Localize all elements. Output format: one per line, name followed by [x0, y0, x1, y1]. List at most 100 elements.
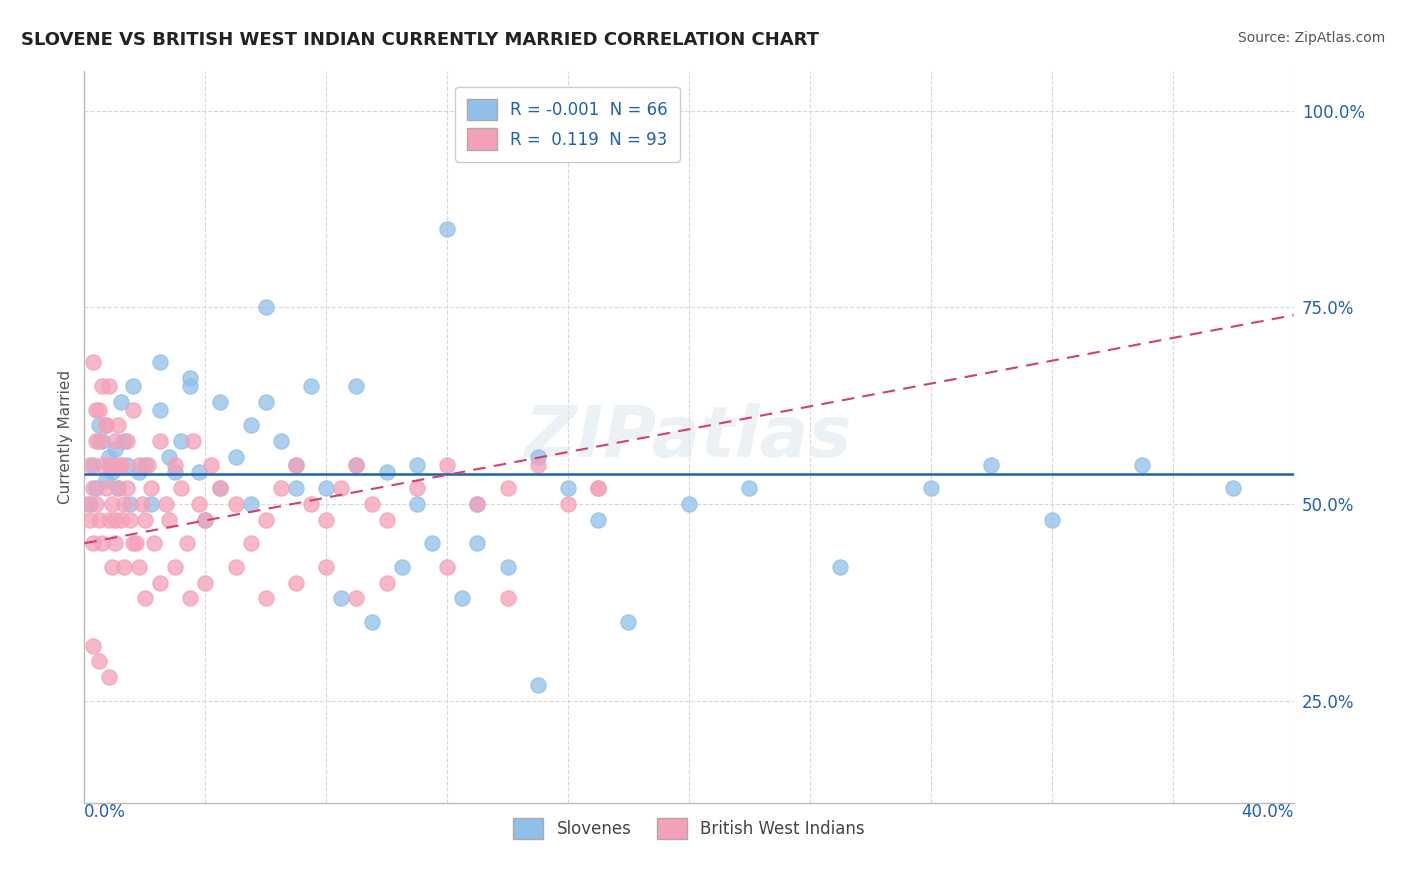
Y-axis label: Currently Married: Currently Married	[58, 370, 73, 504]
Point	[170, 481, 193, 495]
Point	[451, 591, 474, 606]
Point	[830, 559, 852, 574]
Point	[121, 536, 143, 550]
Point	[467, 536, 489, 550]
Point	[285, 458, 308, 472]
Point	[82, 458, 104, 472]
Point	[121, 379, 143, 393]
Point	[97, 458, 120, 472]
Point	[82, 536, 104, 550]
Point	[467, 497, 489, 511]
Point	[330, 591, 353, 606]
Text: 40.0%: 40.0%	[1241, 803, 1294, 821]
Point	[165, 559, 187, 574]
Point	[179, 591, 201, 606]
Point	[97, 513, 120, 527]
Point	[194, 513, 217, 527]
Point	[299, 497, 322, 511]
Point	[406, 481, 429, 495]
Point	[79, 497, 101, 511]
Point	[136, 458, 159, 472]
Point	[89, 434, 111, 448]
Point	[100, 497, 122, 511]
Point	[496, 481, 519, 495]
Point	[406, 458, 429, 472]
Point	[527, 678, 550, 692]
Point	[100, 559, 122, 574]
Point	[82, 355, 104, 369]
Point	[97, 450, 120, 464]
Point	[149, 355, 172, 369]
Point	[254, 394, 277, 409]
Point	[375, 575, 398, 590]
Point	[86, 497, 108, 511]
Point	[270, 481, 292, 495]
Point	[225, 559, 247, 574]
Point	[315, 513, 337, 527]
Point	[131, 497, 153, 511]
Point	[360, 497, 382, 511]
Point	[194, 575, 217, 590]
Point	[209, 481, 232, 495]
Point	[254, 591, 277, 606]
Point	[194, 513, 217, 527]
Point	[110, 458, 132, 472]
Point	[107, 481, 129, 495]
Point	[94, 473, 117, 487]
Point	[375, 466, 398, 480]
Point	[557, 497, 579, 511]
Point	[315, 559, 337, 574]
Point	[104, 536, 127, 550]
Point	[86, 481, 108, 495]
Point	[1040, 513, 1063, 527]
Point	[89, 654, 111, 668]
Point	[285, 575, 308, 590]
Point	[980, 458, 1002, 472]
Point	[115, 458, 138, 472]
Point	[149, 575, 172, 590]
Point	[165, 458, 187, 472]
Point	[91, 379, 114, 393]
Point	[738, 481, 761, 495]
Point	[330, 481, 353, 495]
Point	[86, 434, 108, 448]
Point	[467, 497, 489, 511]
Point	[588, 481, 610, 495]
Point	[527, 450, 550, 464]
Point	[139, 481, 162, 495]
Point	[89, 513, 111, 527]
Point	[346, 591, 368, 606]
Point	[346, 458, 368, 472]
Point	[420, 536, 443, 550]
Point	[315, 481, 337, 495]
Point	[128, 458, 150, 472]
Point	[157, 450, 180, 464]
Point	[91, 536, 114, 550]
Point	[100, 458, 122, 472]
Point	[82, 481, 104, 495]
Point	[104, 513, 127, 527]
Point	[346, 458, 368, 472]
Point	[89, 402, 111, 417]
Point	[82, 639, 104, 653]
Point	[436, 559, 458, 574]
Point	[91, 434, 114, 448]
Point	[254, 301, 277, 315]
Point	[496, 591, 519, 606]
Point	[527, 458, 550, 472]
Point	[588, 513, 610, 527]
Point	[346, 379, 368, 393]
Point	[142, 536, 165, 550]
Point	[209, 394, 232, 409]
Point	[179, 379, 201, 393]
Point	[285, 481, 308, 495]
Point	[112, 559, 135, 574]
Point	[110, 394, 132, 409]
Point	[118, 497, 141, 511]
Point	[107, 481, 129, 495]
Point	[121, 402, 143, 417]
Point	[112, 434, 135, 448]
Point	[128, 559, 150, 574]
Point	[239, 536, 262, 550]
Point	[94, 418, 117, 433]
